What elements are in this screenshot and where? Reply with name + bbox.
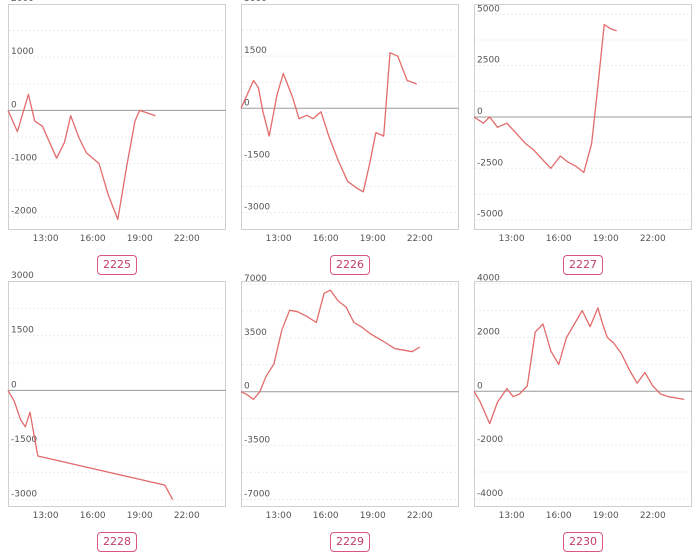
x-tick-label: 16:00 — [546, 234, 572, 244]
x-tick-label: 19:00 — [593, 511, 619, 521]
line-chart: 3000 1500 0 -1500 -3000 13:00 16:00 19:00 22:00 — [240, 0, 459, 244]
x-tick-label: 19:00 — [360, 234, 386, 244]
y-tick-label: 1500 — [244, 46, 267, 56]
x-tick-label: 16:00 — [313, 511, 339, 521]
line-chart: 4000 2000 0 -2000 -4000 13:00 16:00 19:00 22:00 — [473, 274, 692, 521]
x-tick-label: 16:00 — [80, 234, 106, 244]
series-line — [240, 289, 421, 401]
chart-panel-2230: 4000 2000 0 -2000 -4000 13:00 16:00 19:00 22:00 2… — [473, 274, 692, 558]
y-tick-label: 0 — [11, 380, 17, 390]
x-tick-label: 22:00 — [174, 511, 200, 521]
series-line — [7, 390, 174, 501]
x-tick-label: 16:00 — [546, 511, 572, 521]
y-tick-label: 0 — [477, 381, 483, 391]
y-tick-label: 3000 — [11, 271, 34, 281]
x-tick-label: 16:00 — [80, 511, 106, 521]
y-tick-label: 1500 — [11, 326, 34, 336]
x-tick-label: 22:00 — [174, 234, 200, 244]
y-tick-label: -1000 — [11, 154, 37, 164]
plot-area — [474, 281, 692, 507]
x-tick-label: 13:00 — [499, 511, 525, 521]
x-tick-label: 16:00 — [313, 234, 339, 244]
y-tick-label: 0 — [244, 98, 250, 108]
y-tick-label: 7000 — [244, 274, 267, 284]
y-tick-label: -1500 — [11, 435, 37, 445]
x-tick-label: 22:00 — [407, 511, 433, 521]
y-tick-label: -3000 — [244, 203, 270, 213]
plot-area — [8, 281, 226, 507]
y-tick-label: -3000 — [11, 490, 37, 500]
plot-area — [241, 4, 459, 230]
series-line — [7, 93, 156, 221]
y-tick-label: 3000 — [244, 0, 267, 4]
y-tick-label: 4000 — [477, 274, 500, 284]
x-tick-label: 19:00 — [360, 511, 386, 521]
x-tick-label: 13:00 — [499, 234, 525, 244]
chart-panel-2226: 3000 1500 0 -1500 -3000 13:00 16:00 19:00 22:00 2… — [240, 0, 459, 281]
chart-id-badge[interactable]: 2230 — [563, 532, 603, 552]
plot-area — [8, 4, 226, 230]
chart-id-badge[interactable]: 2229 — [330, 532, 370, 552]
chart-id-badge[interactable]: 2227 — [563, 255, 603, 275]
x-tick-label: 22:00 — [407, 234, 433, 244]
y-tick-label: -3500 — [244, 436, 270, 446]
y-tick-label: -5000 — [477, 210, 503, 220]
y-tick-label: 2500 — [477, 56, 500, 66]
y-tick-label: 0 — [477, 107, 483, 117]
x-tick-label: 22:00 — [640, 234, 666, 244]
y-tick-label: -2000 — [477, 435, 503, 445]
line-chart: 2000 1000 0 -1000 -2000 13:00 16:00 19:00 22:00 — [7, 0, 226, 244]
line-chart: 3000 1500 0 -1500 -3000 13:00 16:00 19:00 22:00 — [7, 271, 226, 521]
chart-panel-2227: 5000 2500 0 -2500 -5000 13:00 16:00 19:00 22:00 2… — [473, 4, 692, 281]
x-tick-label: 22:00 — [640, 511, 666, 521]
y-tick-label: 3500 — [244, 328, 267, 338]
x-tick-label: 13:00 — [33, 234, 59, 244]
chart-id-badge[interactable]: 2226 — [330, 255, 370, 275]
y-tick-label: -1500 — [244, 150, 270, 160]
chart-id-badge[interactable]: 2225 — [97, 255, 137, 275]
y-tick-label: 0 — [244, 382, 250, 392]
chart-id-badge[interactable]: 2228 — [97, 532, 137, 552]
x-tick-label: 19:00 — [127, 511, 153, 521]
y-tick-label: 1000 — [11, 47, 34, 57]
line-chart: 5000 2500 0 -2500 -5000 13:00 16:00 19:00 22:00 — [473, 4, 692, 244]
plot-area — [241, 281, 459, 507]
x-tick-label: 13:00 — [266, 511, 292, 521]
chart-panel-2229: 7000 3500 0 -3500 -7000 13:00 16:00 19:00 22:00 2… — [240, 274, 459, 558]
series-line — [240, 52, 417, 193]
y-tick-label: -2500 — [477, 158, 503, 168]
line-chart: 7000 3500 0 -3500 -7000 13:00 16:00 19:00 22:00 — [240, 274, 459, 521]
x-tick-label: 19:00 — [593, 234, 619, 244]
y-tick-label: 5000 — [477, 4, 500, 14]
series-line — [473, 307, 685, 425]
chart-panel-2225: 200010000-1000-200013:0016:0019:0022:002… — [7, 0, 226, 281]
y-tick-label: 2000 — [477, 328, 500, 338]
y-tick-label: 2000 — [11, 0, 34, 4]
x-tick-label: 13:00 — [266, 234, 292, 244]
y-tick-label: -2000 — [11, 207, 37, 217]
y-tick-label: -4000 — [477, 489, 503, 499]
series-line — [473, 23, 617, 174]
x-tick-label: 13:00 — [33, 511, 59, 521]
chart-panel-2228: 3000 1500 0 -1500 -3000 13:00 16:00 19:00 22:00 2… — [7, 271, 226, 558]
x-tick-label: 19:00 — [127, 234, 153, 244]
y-tick-label: 0 — [11, 100, 17, 110]
y-tick-label: -7000 — [244, 489, 270, 499]
